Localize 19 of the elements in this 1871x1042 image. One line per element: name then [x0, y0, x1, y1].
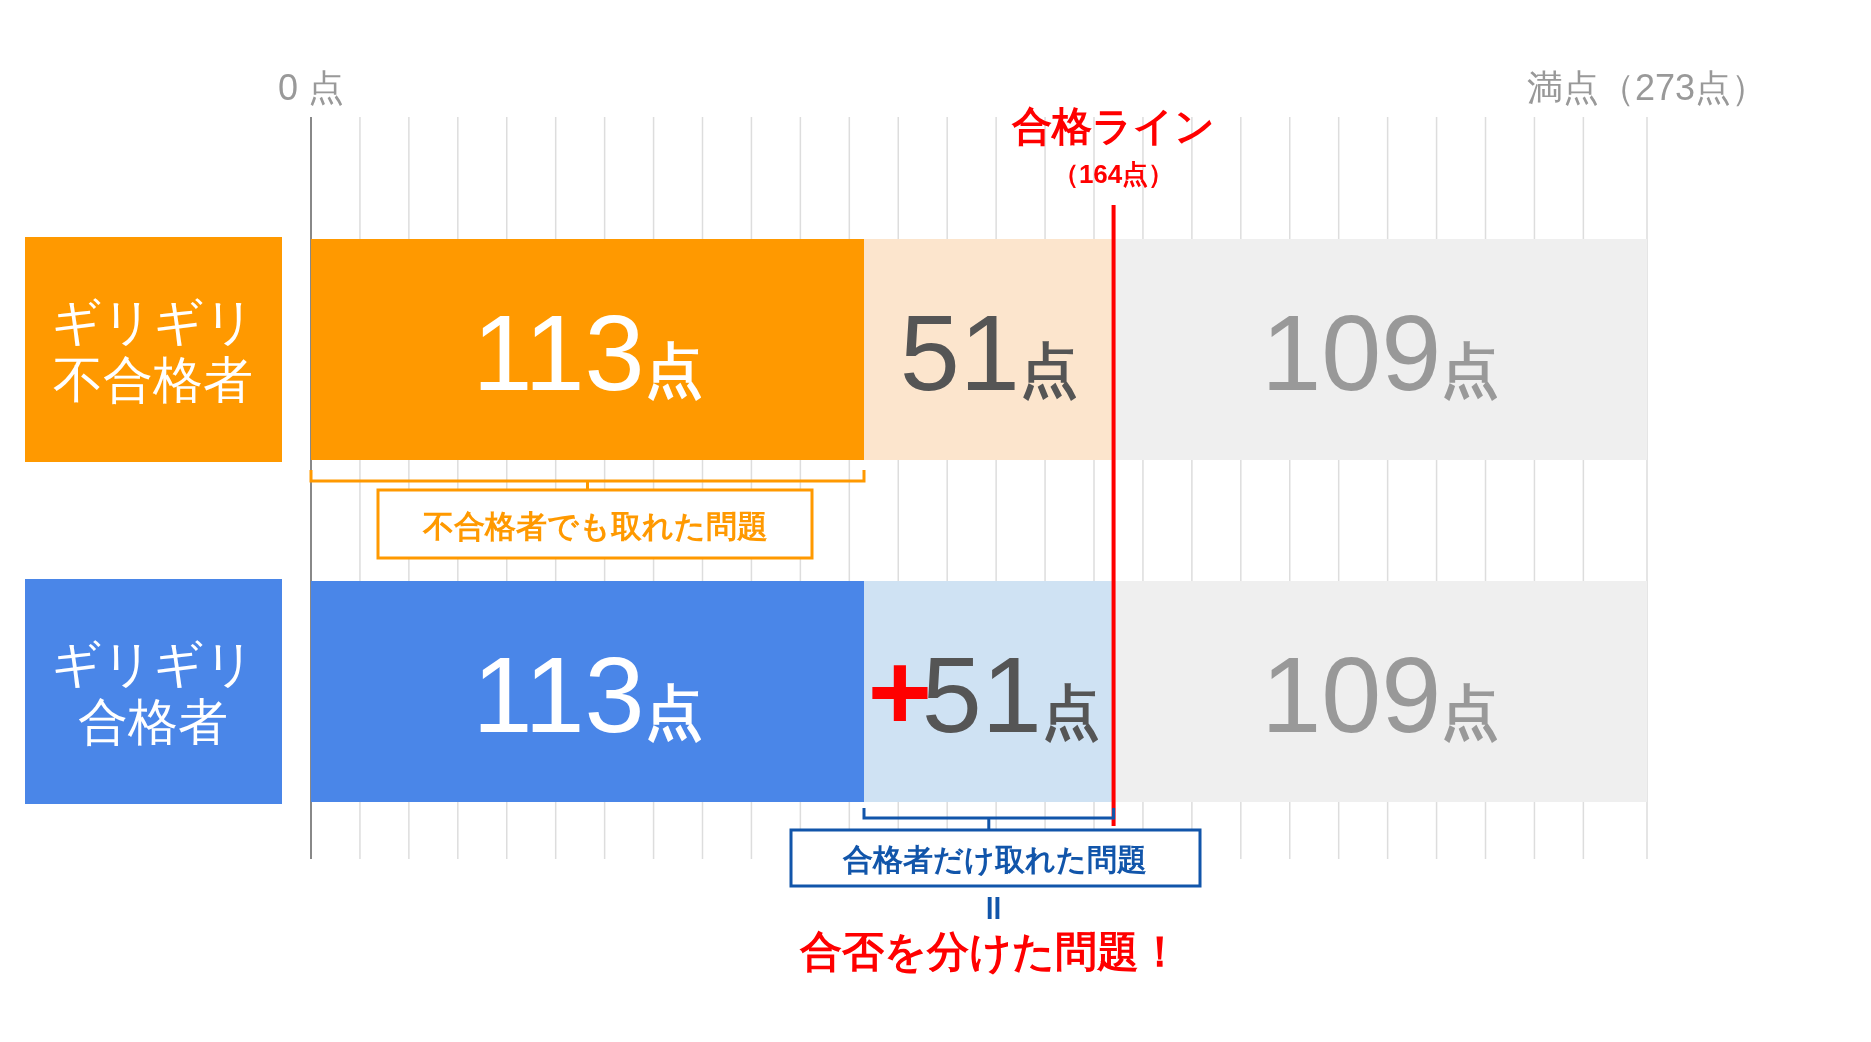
- bar: [864, 239, 1114, 460]
- text: 合否を分けた問題！: [798, 928, 1181, 975]
- ref-line-label: 合格ライン（164点）: [1011, 104, 1216, 189]
- y-tick-label: ギリギリ合格者: [51, 635, 255, 750]
- bar: [1113, 581, 1647, 802]
- data-label: 113点: [472, 633, 703, 755]
- annotation: 合格者だけ取れた問題: [842, 843, 1147, 877]
- bar: [311, 581, 864, 802]
- data-label: 109点: [1261, 291, 1500, 413]
- data-label: 51点: [899, 291, 1078, 413]
- text: ＝: [974, 888, 1018, 928]
- y-tick-label: ギリギリ不合格者: [51, 293, 255, 408]
- data-label: 113点: [472, 291, 703, 413]
- x-tick-label: 満点（273点）: [1526, 67, 1768, 108]
- annotation: 不合格者でも取れた問題: [421, 509, 768, 544]
- bar: [311, 239, 864, 460]
- bar: [1113, 239, 1647, 460]
- x-tick-label: 0 点: [277, 67, 345, 108]
- data-label: 109点: [1261, 633, 1500, 755]
